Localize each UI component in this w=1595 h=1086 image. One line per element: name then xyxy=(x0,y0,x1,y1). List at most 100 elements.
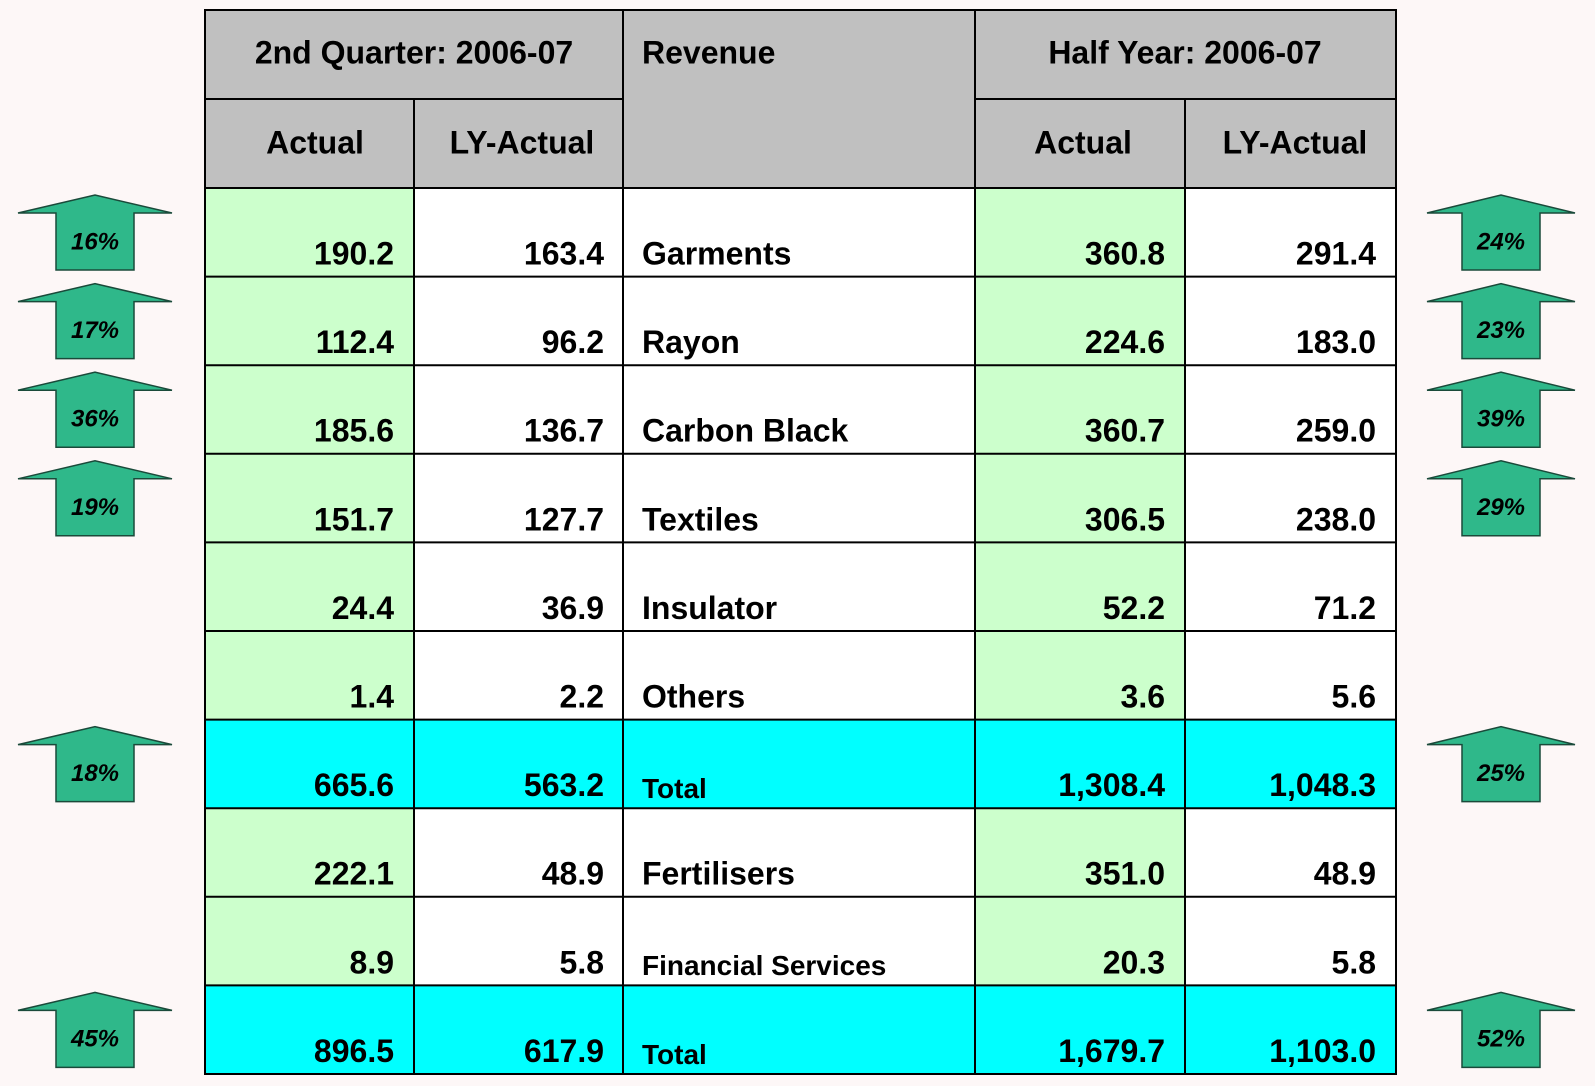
cell-bg xyxy=(205,542,414,631)
cell-value: 5.8 xyxy=(1332,944,1376,980)
cell-bg xyxy=(1185,631,1396,720)
cell-value: 291.4 xyxy=(1296,235,1376,271)
cell-value: 20.3 xyxy=(1103,944,1165,980)
cell-bg xyxy=(205,188,414,277)
cell-bg xyxy=(975,896,1185,986)
cell-bg xyxy=(975,808,1185,897)
cell-value: 351.0 xyxy=(1085,856,1165,892)
cell-bg xyxy=(1185,276,1396,366)
growth-label: 45% xyxy=(70,1026,119,1053)
header-h-actual: Actual xyxy=(1034,124,1132,160)
row-label: Others xyxy=(642,678,745,714)
cell-bg xyxy=(623,631,975,720)
cell-bg xyxy=(623,188,975,277)
header-half: Half Year: 2006-07 xyxy=(1048,34,1321,70)
cell-value: 1,048.3 xyxy=(1269,767,1376,803)
growth-arrow xyxy=(17,725,173,803)
cell-value: 563.2 xyxy=(524,767,604,803)
growth-arrow xyxy=(1426,194,1576,271)
cell-value: 183.0 xyxy=(1296,324,1376,360)
cell-bg xyxy=(623,985,975,1074)
cell-bg xyxy=(414,453,623,543)
cell-bg xyxy=(623,453,975,543)
row-label: Fertilisers xyxy=(642,856,795,892)
cell-value: 896.5 xyxy=(314,1033,394,1069)
cell-value: 190.2 xyxy=(314,235,394,271)
cell-bg xyxy=(1185,188,1396,277)
cell-bg xyxy=(414,542,623,631)
cell-bg xyxy=(205,808,414,897)
cell-bg xyxy=(975,188,1185,277)
growth-arrow xyxy=(17,371,173,448)
cell-bg xyxy=(205,719,414,809)
cell-bg xyxy=(205,276,414,366)
cell-bg xyxy=(414,719,623,809)
header-h-ly: LY-Actual xyxy=(1223,124,1368,160)
cell-value: 5.8 xyxy=(560,944,604,980)
cell-value: 136.7 xyxy=(524,413,604,449)
growth-label: 25% xyxy=(1476,760,1525,787)
cell-value: 36.9 xyxy=(542,590,604,626)
cell-value: 665.6 xyxy=(314,767,394,803)
cell-bg xyxy=(1185,453,1396,543)
row-label: Carbon Black xyxy=(642,413,848,449)
cell-value: 71.2 xyxy=(1314,590,1376,626)
cell-value: 224.6 xyxy=(1085,324,1165,360)
growth-label: 18% xyxy=(71,760,119,787)
growth-label: 19% xyxy=(71,494,119,521)
growth-label: 39% xyxy=(1477,406,1525,433)
cell-value: 185.6 xyxy=(314,413,394,449)
cell-bg xyxy=(414,365,623,454)
cell-bg xyxy=(1185,808,1396,897)
growth-label: 24% xyxy=(1476,228,1525,255)
growth-label: 17% xyxy=(71,317,119,344)
cell-value: 3.6 xyxy=(1121,678,1165,714)
cell-bg xyxy=(975,631,1185,720)
cell-bg xyxy=(205,453,414,543)
cell-value: 151.7 xyxy=(314,501,394,537)
cell-bg xyxy=(1185,896,1396,986)
cell-value: 222.1 xyxy=(314,856,394,892)
cell-value: 360.7 xyxy=(1085,413,1165,449)
cell-bg xyxy=(205,365,414,454)
growth-label: 52% xyxy=(1477,1026,1525,1053)
cell-bg xyxy=(1185,985,1396,1074)
cell-bg xyxy=(975,365,1185,454)
cell-value: 617.9 xyxy=(524,1033,604,1069)
growth-arrow xyxy=(17,460,173,537)
cell-value: 1.4 xyxy=(350,678,395,714)
cell-bg xyxy=(414,631,623,720)
cell-bg xyxy=(205,896,414,986)
cell-value: 52.2 xyxy=(1103,590,1165,626)
cell-value: 48.9 xyxy=(1314,856,1376,892)
cell-value: 48.9 xyxy=(542,856,604,892)
cell-value: 112.4 xyxy=(316,324,395,360)
growth-arrow xyxy=(1426,725,1576,803)
cell-value: 127.7 xyxy=(524,501,604,537)
cell-value: 96.2 xyxy=(542,324,604,360)
row-label: Insulator xyxy=(642,590,777,626)
row-label: Financial Services xyxy=(642,950,886,981)
growth-arrow xyxy=(17,194,173,271)
cell-bg xyxy=(975,542,1185,631)
row-label: Total xyxy=(642,773,707,804)
cell-value: 5.6 xyxy=(1332,678,1376,714)
cell-value: 306.5 xyxy=(1085,501,1165,537)
growth-arrow xyxy=(1426,282,1576,360)
cell-bg xyxy=(975,453,1185,543)
row-label: Rayon xyxy=(642,324,740,360)
header-q-actual: Actual xyxy=(266,124,364,160)
growth-arrow xyxy=(1426,371,1576,448)
growth-label: 29% xyxy=(1476,494,1525,521)
cell-bg xyxy=(1185,365,1396,454)
cell-bg xyxy=(1185,542,1396,631)
cell-bg xyxy=(623,896,975,986)
growth-arrow xyxy=(17,991,173,1069)
cell-bg xyxy=(623,276,975,366)
cell-bg xyxy=(414,188,623,277)
header-revenue: Revenue xyxy=(642,34,775,70)
growth-arrow xyxy=(17,282,173,360)
cell-bg xyxy=(205,985,414,1074)
